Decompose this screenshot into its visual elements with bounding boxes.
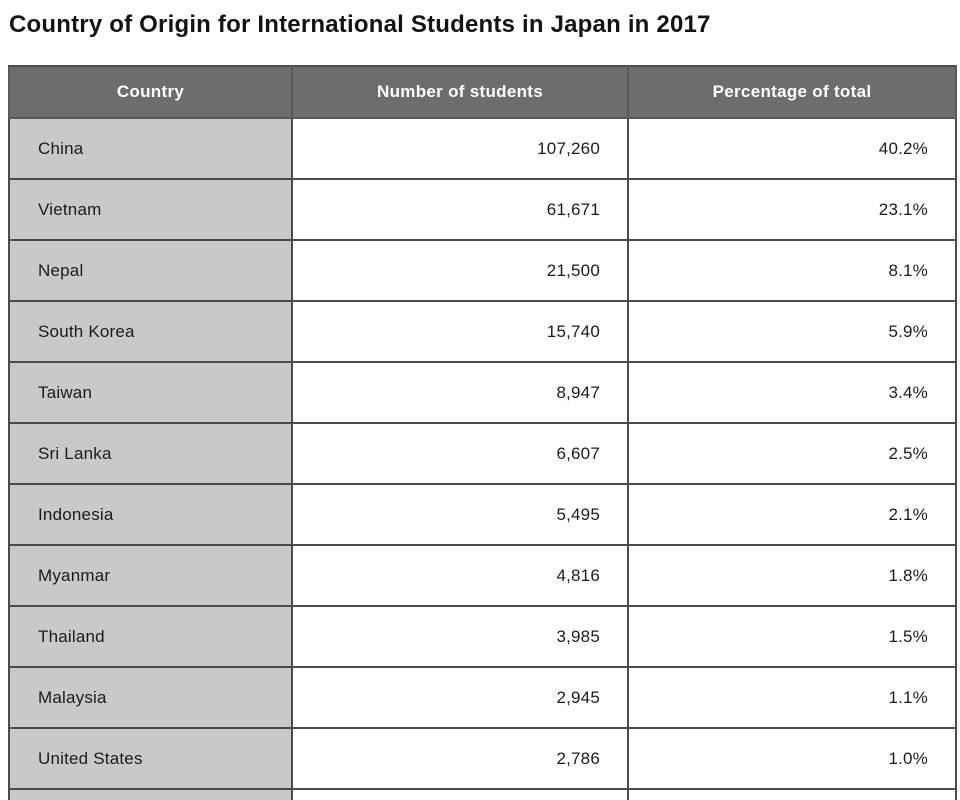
- table-row: Malaysia 2,945 1.1%: [8, 666, 957, 729]
- country-cell: China: [8, 117, 293, 180]
- table-row: Thailand 3,985 1.5%: [8, 605, 957, 668]
- country-cell: Thailand: [8, 605, 293, 668]
- students-cell: 2,945: [291, 666, 629, 729]
- students-cell: 21,500: [291, 239, 629, 302]
- percent-cell: 1.5%: [627, 605, 957, 668]
- students-table: Country Number of students Percentage of…: [8, 65, 957, 800]
- country-cell: Nepal: [8, 239, 293, 302]
- column-header-country: Country: [8, 65, 293, 119]
- table-row: Nepal 21,500 8.1%: [8, 239, 957, 302]
- students-cell: 5,495: [291, 483, 629, 546]
- percent-cell: 3.4%: [627, 361, 957, 424]
- country-cell: Vietnam: [8, 178, 293, 241]
- students-cell: 61,671: [291, 178, 629, 241]
- country-cell: [8, 788, 293, 800]
- percent-cell: 2.5%: [627, 422, 957, 485]
- country-cell: South Korea: [8, 300, 293, 363]
- country-cell: Myanmar: [8, 544, 293, 607]
- country-cell: United States: [8, 727, 293, 790]
- percent-cell: 1.0%: [627, 727, 957, 790]
- column-header-percentage-of-total: Percentage of total: [627, 65, 957, 119]
- students-cell: 6,607: [291, 422, 629, 485]
- country-cell: Taiwan: [8, 361, 293, 424]
- students-cell: 107,260: [291, 117, 629, 180]
- percent-cell: [627, 788, 957, 800]
- students-cell: 15,740: [291, 300, 629, 363]
- table-row: United States 2,786 1.0%: [8, 727, 957, 790]
- table-row: Sri Lanka 6,607 2.5%: [8, 422, 957, 485]
- percent-cell: 1.1%: [627, 666, 957, 729]
- table-row: Taiwan 8,947 3.4%: [8, 361, 957, 424]
- table-row: Vietnam 61,671 23.1%: [8, 178, 957, 241]
- table-row-partial: [8, 788, 957, 800]
- table-row: China 107,260 40.2%: [8, 117, 957, 180]
- page-title: Country of Origin for International Stud…: [9, 11, 711, 38]
- column-header-number-of-students: Number of students: [291, 65, 629, 119]
- students-cell: 8,947: [291, 361, 629, 424]
- table-row: Indonesia 5,495 2.1%: [8, 483, 957, 546]
- percent-cell: 23.1%: [627, 178, 957, 241]
- country-cell: Sri Lanka: [8, 422, 293, 485]
- students-cell: [291, 788, 629, 800]
- percent-cell: 2.1%: [627, 483, 957, 546]
- students-cell: 4,816: [291, 544, 629, 607]
- table-header-row: Country Number of students Percentage of…: [8, 65, 957, 119]
- percent-cell: 5.9%: [627, 300, 957, 363]
- table-row: South Korea 15,740 5.9%: [8, 300, 957, 363]
- percent-cell: 40.2%: [627, 117, 957, 180]
- percent-cell: 1.8%: [627, 544, 957, 607]
- country-cell: Malaysia: [8, 666, 293, 729]
- percent-cell: 8.1%: [627, 239, 957, 302]
- country-cell: Indonesia: [8, 483, 293, 546]
- table-row: Myanmar 4,816 1.8%: [8, 544, 957, 607]
- students-cell: 2,786: [291, 727, 629, 790]
- students-cell: 3,985: [291, 605, 629, 668]
